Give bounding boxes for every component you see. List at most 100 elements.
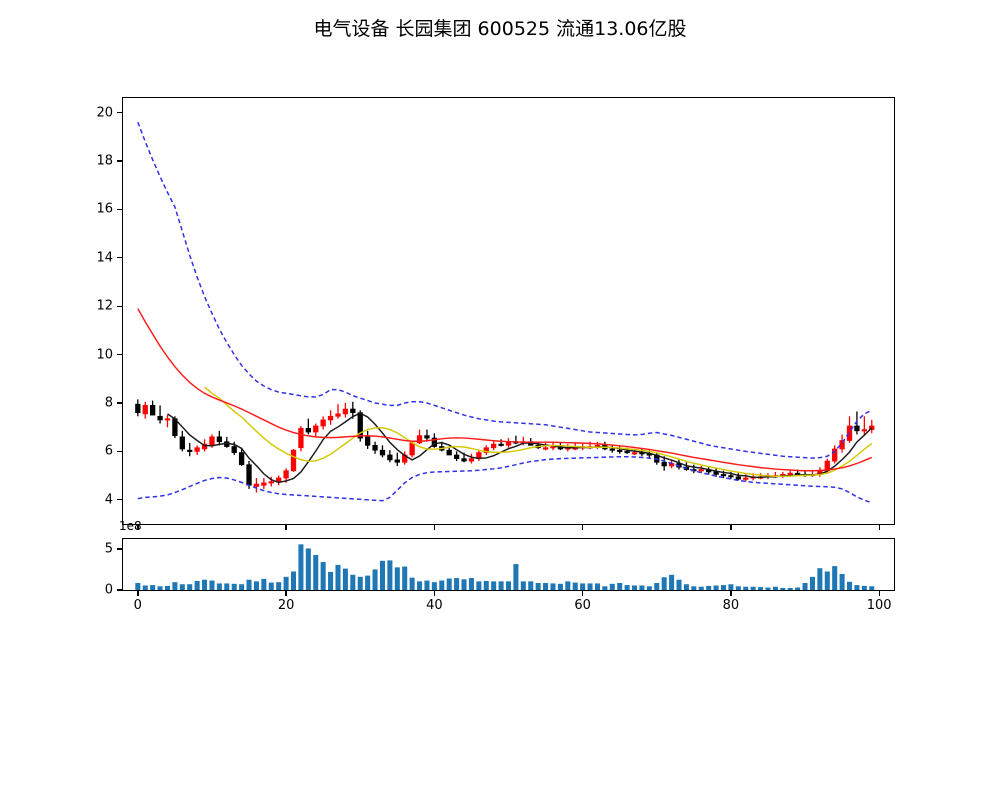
volume-bar <box>224 583 230 590</box>
volume-bar <box>587 583 593 590</box>
volume-bar <box>142 585 148 590</box>
volume-bar <box>765 587 771 590</box>
price-xtick-mark <box>730 525 732 530</box>
candlestick <box>691 464 697 474</box>
candlestick <box>498 439 504 447</box>
volume-bar <box>483 580 489 590</box>
volume-bar <box>698 586 704 590</box>
candlestick <box>491 440 497 451</box>
volume-bar <box>424 580 430 590</box>
volume-bar <box>639 585 645 590</box>
volume-bar <box>594 583 600 590</box>
volume-bar <box>513 564 519 590</box>
volume-bar <box>802 583 808 590</box>
volume-bar <box>394 567 400 590</box>
candlestick <box>476 450 482 462</box>
candlestick <box>164 415 171 428</box>
volume-bar <box>498 581 504 590</box>
candlestick <box>832 445 838 464</box>
volume-bar <box>379 560 385 590</box>
candlestick <box>735 473 741 481</box>
volume-bar <box>454 578 460 590</box>
candlestick <box>216 430 223 446</box>
volume-bar <box>713 585 719 590</box>
volume-bar <box>239 584 245 590</box>
series-boll-lower <box>137 455 872 504</box>
volume-bar <box>809 576 815 590</box>
volume-bar <box>409 577 415 590</box>
volume-plot-area <box>122 538 895 591</box>
volume-bars-svg <box>135 544 875 590</box>
volume-bar <box>520 581 526 590</box>
volume-bar <box>439 580 445 590</box>
candlestick <box>394 452 400 466</box>
volume-bar <box>342 568 348 590</box>
volume-bar <box>402 566 408 590</box>
volume-bar <box>172 582 178 590</box>
xtick-label: 20 <box>277 598 295 613</box>
price-xtick-mark <box>878 525 880 530</box>
volume-bar <box>839 573 845 590</box>
volume-bar <box>743 586 749 590</box>
price-xtick-mark <box>582 525 584 530</box>
volume-xtick-mark <box>582 591 584 596</box>
candlestick <box>238 447 245 466</box>
candlestick <box>276 475 282 486</box>
volume-bar <box>676 579 682 590</box>
price-xtick-mark <box>433 525 436 530</box>
volume-bar <box>787 587 793 590</box>
volume-bar <box>750 586 756 590</box>
candlestick <box>135 399 141 417</box>
xtick-label: 60 <box>574 598 591 613</box>
volume-ytick-label: 5 <box>104 541 113 557</box>
volume-bar <box>320 562 326 590</box>
volume-bar <box>261 578 267 590</box>
volume-bar <box>328 571 334 590</box>
candlestick <box>320 416 326 430</box>
candlestick <box>854 411 860 435</box>
candlestick <box>194 445 200 456</box>
volume-bar <box>231 583 237 590</box>
volume-bar <box>313 555 319 590</box>
candlestick <box>187 442 193 457</box>
volume-bar <box>661 577 667 590</box>
candlestick <box>290 448 297 472</box>
volume-xtick-mark <box>730 591 732 596</box>
volume-bar <box>817 568 823 590</box>
candlestick <box>602 441 608 451</box>
candlestick <box>157 405 163 424</box>
volume-bar <box>854 585 860 590</box>
volume-bar <box>164 585 171 590</box>
volume-bar <box>431 582 437 590</box>
volume-bar <box>780 587 786 590</box>
candlestick <box>424 429 430 442</box>
price-ytick-label: 16 <box>96 201 113 217</box>
volume-bar <box>683 584 689 590</box>
volume-xtick-mark <box>137 591 139 596</box>
volume-bar <box>669 574 675 590</box>
candlestick <box>505 438 512 448</box>
volume-bar <box>268 582 274 590</box>
volume-bar <box>194 580 200 590</box>
price-ytick-label: 10 <box>96 347 113 363</box>
volume-bar <box>417 581 423 590</box>
price-ytick-label: 18 <box>96 153 113 169</box>
candlestick <box>869 419 875 434</box>
candlestick <box>609 445 615 453</box>
volume-bar <box>276 582 282 590</box>
xtick-label: 100 <box>866 598 892 613</box>
volume-bar <box>150 585 156 590</box>
candlestick <box>387 450 393 463</box>
volume-bar <box>290 571 297 590</box>
candlestick <box>313 423 319 437</box>
volume-bar <box>179 584 185 590</box>
volume-bar <box>365 575 371 590</box>
candlestick <box>839 434 845 453</box>
series-ma5 <box>167 412 873 484</box>
price-ytick-label: 20 <box>96 105 113 121</box>
volume-bar <box>795 587 801 590</box>
volume-bar <box>528 581 534 590</box>
price-ytick-label: 14 <box>96 250 113 266</box>
price-candlestick-svg <box>135 121 875 504</box>
price-xtick-mark <box>285 525 287 530</box>
